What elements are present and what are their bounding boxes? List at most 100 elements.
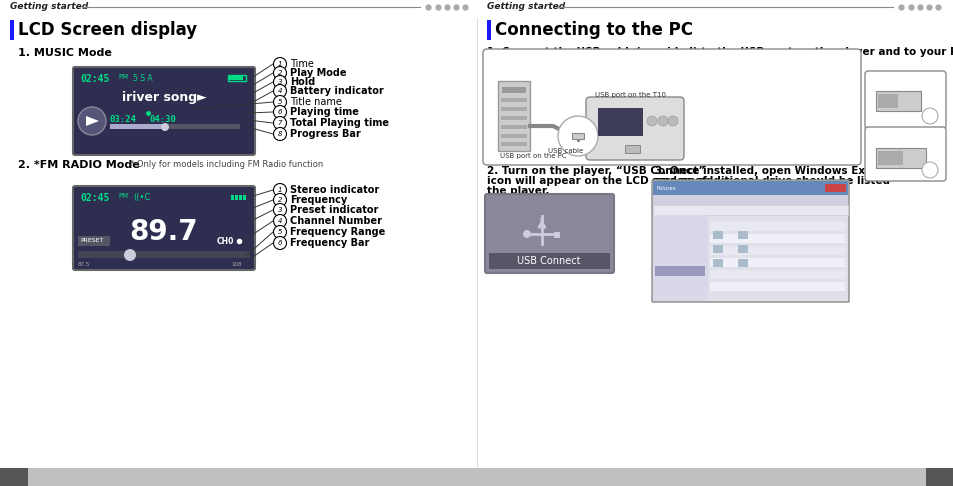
Bar xyxy=(489,253,609,269)
Bar xyxy=(0,468,953,486)
Bar xyxy=(239,195,242,200)
Circle shape xyxy=(667,116,678,126)
Bar xyxy=(554,232,559,238)
Bar xyxy=(110,124,240,129)
Text: PRESET: PRESET xyxy=(80,239,103,243)
Bar xyxy=(738,245,747,253)
Text: Felures: Felures xyxy=(657,186,676,191)
Text: Play Mode: Play Mode xyxy=(290,68,346,78)
Bar xyxy=(500,107,526,111)
Bar xyxy=(712,231,722,239)
Text: LCD Screen display: LCD Screen display xyxy=(18,21,197,39)
Circle shape xyxy=(274,67,286,80)
Text: 5: 5 xyxy=(277,99,282,105)
Bar xyxy=(234,195,237,200)
Bar xyxy=(500,98,526,102)
Circle shape xyxy=(274,204,286,216)
Text: 4: 4 xyxy=(277,218,282,224)
Circle shape xyxy=(274,105,286,119)
Text: Channel Number: Channel Number xyxy=(290,216,381,226)
Text: Frequency Bar: Frequency Bar xyxy=(290,238,369,248)
Circle shape xyxy=(921,108,937,124)
Bar xyxy=(500,134,526,138)
Circle shape xyxy=(522,230,531,238)
Circle shape xyxy=(558,116,598,156)
Bar xyxy=(877,94,897,108)
Bar xyxy=(655,266,704,276)
Circle shape xyxy=(921,162,937,178)
Bar xyxy=(875,91,920,111)
Text: USB port on the T10: USB port on the T10 xyxy=(595,92,665,98)
Text: 02:45: 02:45 xyxy=(80,74,110,84)
Text: PM: PM xyxy=(118,74,128,80)
Bar xyxy=(577,139,579,142)
Bar xyxy=(0,468,28,486)
Text: ((•C: ((•C xyxy=(132,193,150,202)
Bar xyxy=(624,145,639,153)
Bar xyxy=(709,234,844,243)
Text: 1: 1 xyxy=(277,187,282,193)
Text: 02:45: 02:45 xyxy=(80,193,110,203)
Bar xyxy=(831,184,838,192)
Circle shape xyxy=(274,96,286,108)
Circle shape xyxy=(274,193,286,207)
Bar xyxy=(925,468,953,486)
Text: 1: 1 xyxy=(277,61,282,67)
Circle shape xyxy=(274,237,286,249)
Bar xyxy=(486,20,491,40)
Text: Progress Bar: Progress Bar xyxy=(290,129,360,139)
Bar xyxy=(652,195,847,205)
Bar xyxy=(652,205,847,215)
Bar xyxy=(572,133,583,139)
Circle shape xyxy=(274,117,286,129)
Bar xyxy=(652,215,707,301)
Text: and an additional drive should be listed: and an additional drive should be listed xyxy=(655,176,889,186)
Text: the player.: the player. xyxy=(486,186,549,196)
Text: Getting started: Getting started xyxy=(10,2,89,12)
Circle shape xyxy=(274,75,286,88)
Bar xyxy=(709,258,844,267)
Bar xyxy=(229,76,243,80)
Text: 5: 5 xyxy=(277,229,282,235)
Bar xyxy=(78,251,250,258)
Bar xyxy=(500,142,526,146)
Bar xyxy=(78,236,110,246)
Bar xyxy=(231,195,233,200)
Circle shape xyxy=(658,116,667,126)
Text: 87.5: 87.5 xyxy=(78,262,91,267)
Bar xyxy=(738,231,747,239)
FancyBboxPatch shape xyxy=(651,180,848,302)
Text: Preset indicator: Preset indicator xyxy=(290,205,378,215)
Circle shape xyxy=(274,184,286,196)
Text: Frequency Range: Frequency Range xyxy=(290,227,385,237)
Text: USB cable: USB cable xyxy=(547,148,582,154)
FancyBboxPatch shape xyxy=(73,67,254,155)
Text: CH0: CH0 xyxy=(216,237,234,245)
Circle shape xyxy=(274,85,286,98)
Text: 1. Connect the USB cable(provided) to the USB port on the player and to your PC.: 1. Connect the USB cable(provided) to th… xyxy=(486,47,953,57)
Polygon shape xyxy=(86,116,99,126)
Text: icon will appear on the LCD screen of: icon will appear on the LCD screen of xyxy=(486,176,706,186)
Bar xyxy=(838,184,845,192)
Circle shape xyxy=(124,249,136,261)
Bar xyxy=(709,282,844,291)
FancyBboxPatch shape xyxy=(585,97,683,160)
Text: Title name: Title name xyxy=(290,97,341,107)
Text: 2: 2 xyxy=(277,70,282,76)
Bar xyxy=(824,184,831,192)
FancyBboxPatch shape xyxy=(864,127,945,181)
Text: 108: 108 xyxy=(231,262,241,267)
FancyBboxPatch shape xyxy=(864,71,945,129)
Text: 03:24: 03:24 xyxy=(110,115,136,124)
Bar xyxy=(500,125,526,129)
Bar xyxy=(497,81,530,151)
Bar xyxy=(709,222,844,231)
Bar xyxy=(877,151,902,165)
Bar xyxy=(110,124,165,129)
Text: 5 S A: 5 S A xyxy=(132,74,152,83)
Text: 3. Once installed, open Windows Explorer: 3. Once installed, open Windows Explorer xyxy=(655,166,900,176)
Text: USB port on the PC: USB port on the PC xyxy=(499,153,566,159)
FancyBboxPatch shape xyxy=(73,186,254,270)
Text: Time: Time xyxy=(290,59,314,69)
Bar xyxy=(501,87,525,93)
